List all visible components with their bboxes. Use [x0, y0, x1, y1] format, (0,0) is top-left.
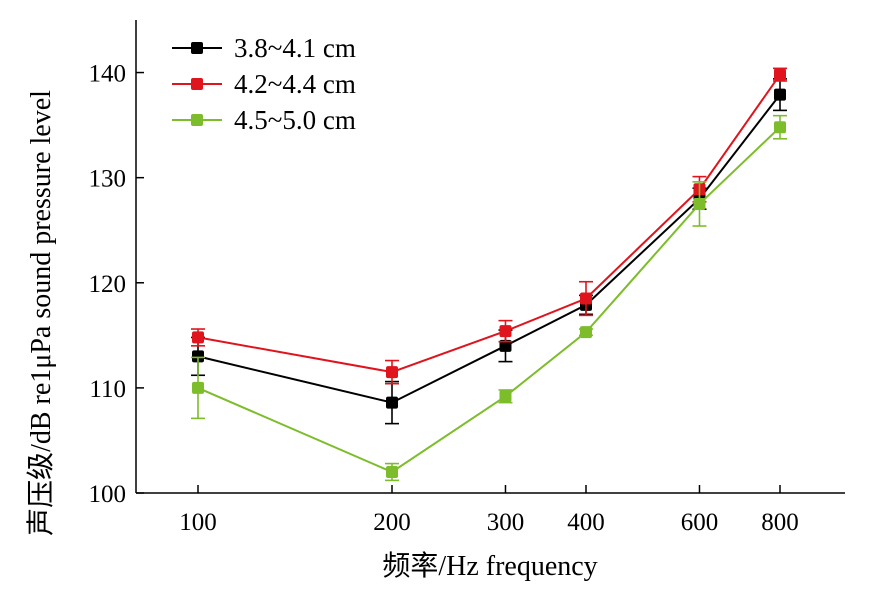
data-point: [774, 121, 786, 134]
legend-label: 3.8~4.1 cm: [234, 33, 356, 63]
x-tick-label: 200: [373, 509, 411, 536]
x-tick-label: 100: [179, 509, 217, 536]
legend-label: 4.5~5.0 cm: [234, 105, 356, 135]
data-point: [386, 396, 398, 409]
y-tick-label: 120: [89, 271, 127, 298]
x-tick-label: 600: [681, 509, 719, 536]
x-axis-title: 频率/Hz frequency: [382, 550, 597, 582]
data-point: [499, 390, 512, 403]
y-tick-label: 100: [89, 481, 127, 508]
x-tick-label: 300: [487, 509, 525, 536]
y-axis-title: 声压级/dB re1μPa sound pressure level: [25, 90, 57, 536]
data-point: [499, 325, 512, 338]
x-axis: 100 200 300 400 600 800: [136, 485, 845, 536]
y-ticks: 100 110 120 130 140: [89, 61, 144, 508]
data-point: [192, 350, 204, 363]
series-line: [197, 74, 781, 374]
series-line: [197, 126, 781, 474]
y-tick-label: 140: [89, 61, 127, 88]
series-line: [197, 93, 781, 404]
data-point: [580, 326, 592, 339]
y-tick-label: 130: [89, 166, 127, 193]
data-point: [580, 292, 592, 305]
legend-item: 4.2~4.4 cm: [172, 69, 356, 99]
legend-marker: [191, 78, 203, 90]
y-axis: 100 110 120 130 140: [89, 20, 144, 508]
data-point: [386, 366, 398, 379]
series-layer: [191, 67, 787, 482]
data-point: [192, 381, 204, 394]
data-point: [693, 197, 706, 210]
series-3: [191, 114, 787, 482]
data-point: [192, 331, 204, 344]
legend: 3.8~4.1 cm 4.2~4.4 cm 4.5~5.0 cm: [172, 33, 356, 135]
data-point: [774, 68, 786, 81]
legend-marker: [191, 42, 203, 54]
legend-marker: [191, 114, 203, 126]
legend-item: 4.5~5.0 cm: [172, 105, 356, 135]
legend-item: 3.8~4.1 cm: [172, 33, 356, 63]
data-point: [774, 88, 786, 101]
data-point: [386, 465, 398, 478]
x-tick-label: 400: [567, 509, 605, 536]
legend-label: 4.2~4.4 cm: [234, 69, 356, 99]
x-ticks: 100 200 300 400 600 800: [179, 485, 799, 536]
x-tick-label: 800: [761, 509, 799, 536]
data-point: [499, 339, 512, 352]
y-tick-label: 110: [89, 376, 126, 403]
series-2: [191, 67, 787, 385]
